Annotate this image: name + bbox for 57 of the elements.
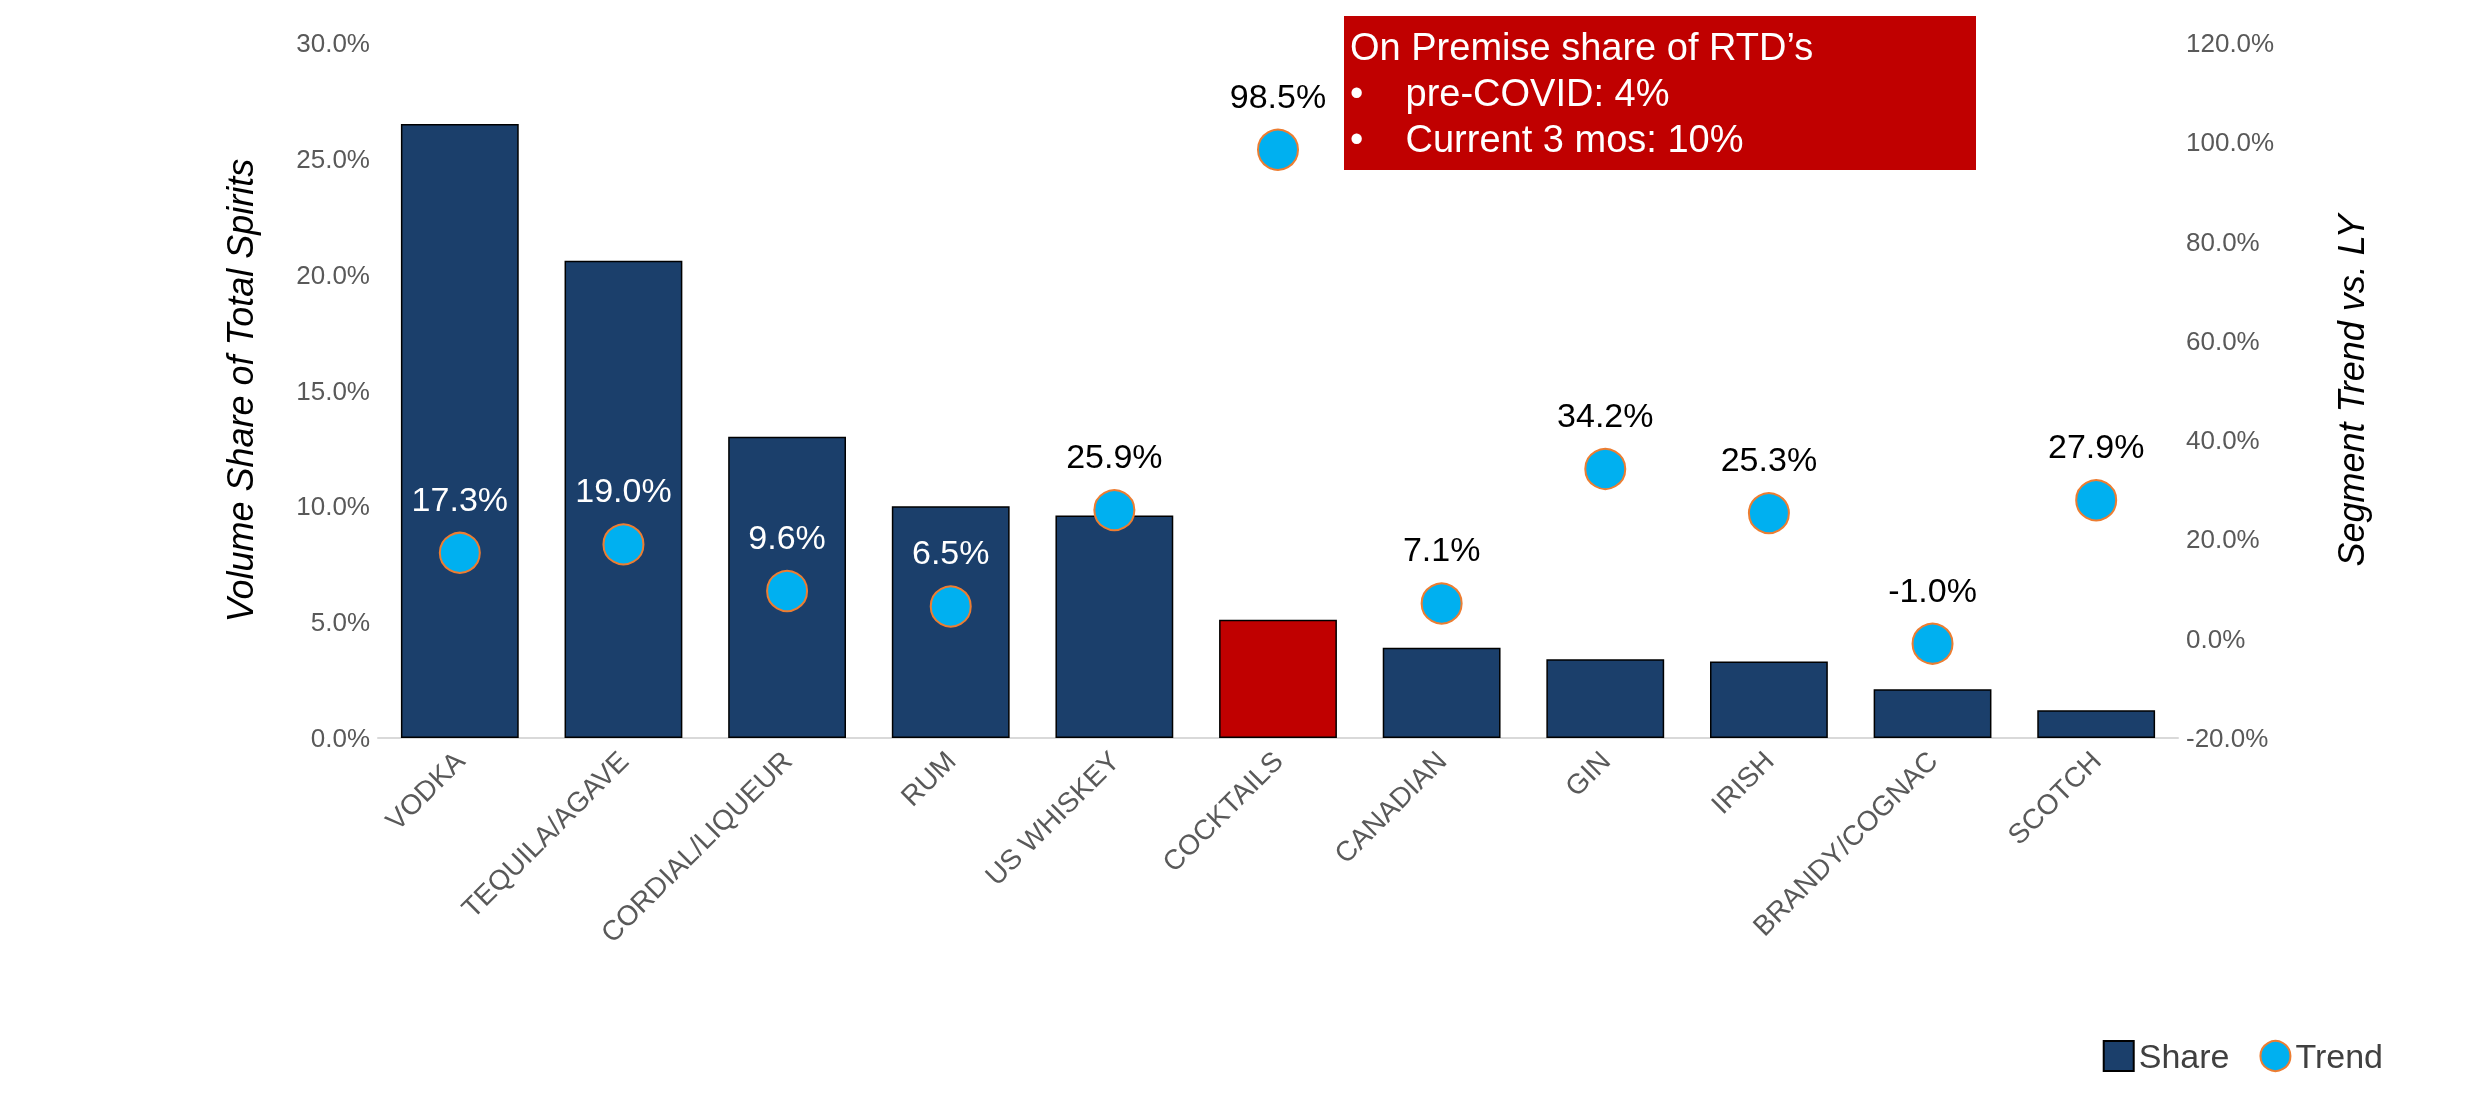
legend-label: Share (2138, 1037, 2230, 1075)
point (438, 531, 481, 574)
data-label: 7.1% (1402, 530, 1481, 569)
y-tick-label: 10.0% (296, 491, 370, 522)
y2-tick-label: 120.0% (2186, 28, 2275, 58)
data-label: 17.3% (411, 479, 509, 518)
bar (1546, 659, 1665, 738)
bar (1382, 647, 1501, 738)
point (1747, 492, 1790, 535)
legend-label: Trend (2295, 1037, 2384, 1075)
data-label: 27.9% (2047, 427, 2145, 466)
y-tick-label: 5.0% (310, 607, 370, 638)
data-label: 25.3% (1720, 440, 1818, 479)
point (602, 523, 645, 566)
y-tick-label: 0.0% (310, 723, 370, 753)
y2-tick-label: 40.0% (2186, 425, 2260, 456)
data-label: -1.0% (1888, 570, 1977, 609)
bar (1219, 619, 1337, 738)
y-tick-label: 25.0% (296, 143, 370, 174)
bar (891, 506, 1010, 738)
bar (1873, 689, 1992, 738)
point (1257, 128, 1299, 171)
bar (2037, 710, 2156, 738)
point (1420, 582, 1463, 625)
y2-tick-label: 80.0% (2186, 226, 2260, 257)
data-label: 34.2% (1557, 395, 1654, 434)
bar (564, 260, 683, 738)
data-label: 98.5% (1229, 76, 1327, 115)
y2-tick-label: 20.0% (2186, 524, 2260, 555)
annotation: • pre-COVID: 4% (1350, 71, 1671, 116)
point (1584, 447, 1627, 490)
annotation: • Current 3 mos: 10% (1350, 117, 1745, 162)
y2-axis-title: Segment Trend vs. LY (2330, 211, 2372, 567)
data-label: 6.5% (911, 533, 990, 572)
point (929, 585, 972, 628)
y2-tick-label: -20.0% (2186, 723, 2269, 753)
x-tick-label: GIN (1559, 745, 1617, 803)
y-tick-label: 30.0% (296, 28, 370, 58)
data-label: 25.9% (1066, 437, 1163, 476)
y2-tick-label: 0.0% (2186, 623, 2246, 654)
bar (1055, 515, 1174, 738)
point (766, 570, 809, 613)
data-label: 9.6% (748, 518, 826, 557)
y2-tick-label: 60.0% (2186, 325, 2260, 356)
point (2075, 479, 2118, 522)
bar (1710, 661, 1828, 738)
annotation: On Premise share of RTD’s (1350, 25, 1815, 70)
point (1911, 622, 1954, 665)
y2-tick-label: 100.0% (2186, 127, 2275, 158)
callout-box: On Premise share of RTD’s • pre-COVID: 4% • Current 3 mos: 10% (1344, 16, 1976, 170)
y-tick-label: 15.0% (296, 375, 370, 406)
y-axis-title: Volume Share of Total Spirits (219, 158, 261, 623)
bar (728, 436, 846, 738)
bar (400, 124, 519, 738)
point (1093, 489, 1136, 532)
data-label: 19.0% (575, 471, 672, 510)
y-tick-label: 20.0% (296, 259, 370, 290)
